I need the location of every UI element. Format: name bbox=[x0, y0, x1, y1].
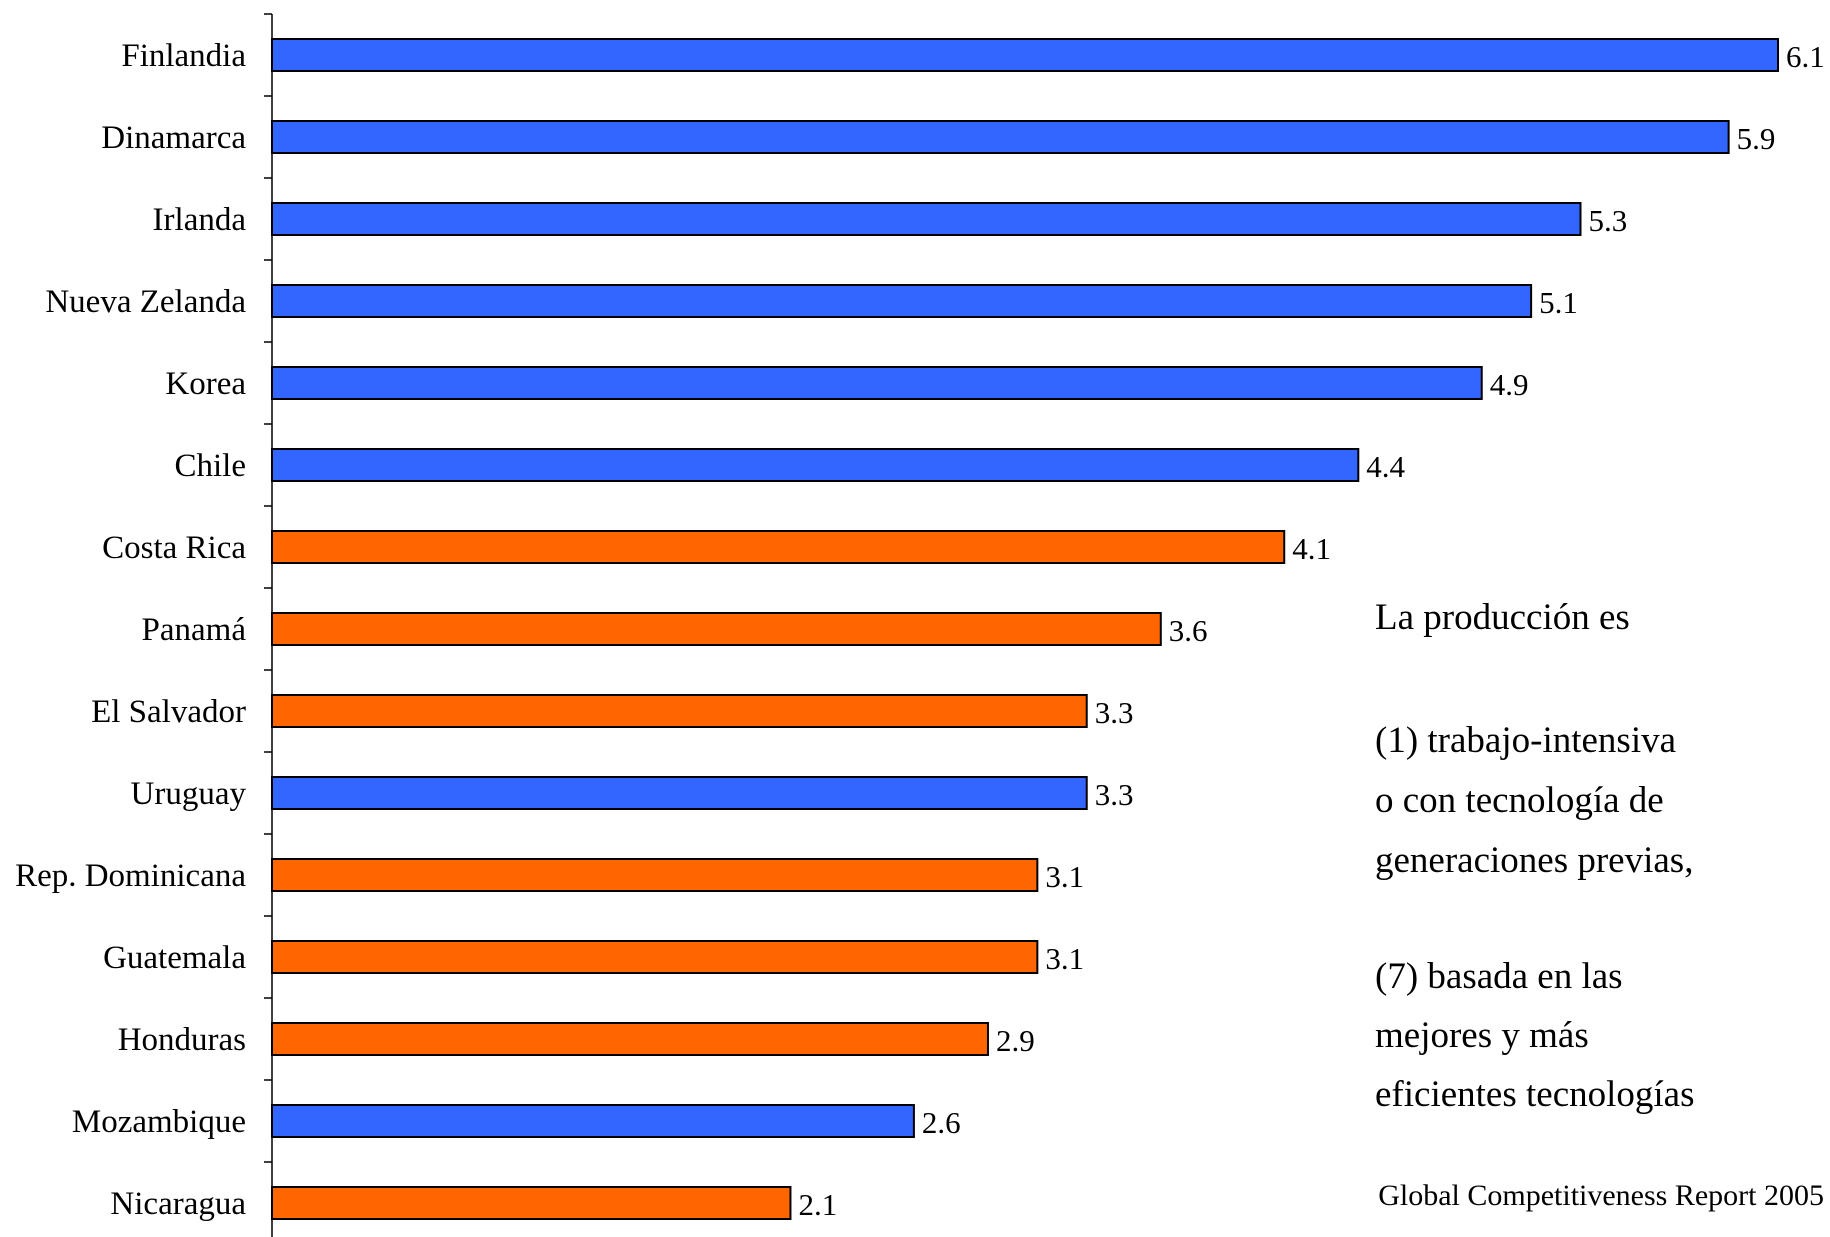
category-label: Dinamarca bbox=[101, 120, 246, 156]
category-label: Mozambique bbox=[72, 1104, 246, 1140]
bar-nueva-zelanda bbox=[271, 284, 1533, 318]
category-label: Korea bbox=[165, 366, 246, 402]
category-label: El Salvador bbox=[91, 694, 246, 730]
bar-dinamarca bbox=[271, 120, 1730, 154]
category-label: Nicaragua bbox=[110, 1186, 246, 1222]
value-label: 5.1 bbox=[1539, 285, 1578, 320]
bar-korea bbox=[271, 366, 1483, 400]
annotation-line-9: eficientes tecnologías bbox=[1375, 1074, 1695, 1115]
value-label: 5.3 bbox=[1588, 203, 1627, 238]
category-label: Panamá bbox=[142, 612, 247, 648]
bar-costa-rica bbox=[271, 530, 1286, 564]
y-axis-ticks bbox=[264, 13, 272, 1163]
value-label: 3.6 bbox=[1169, 613, 1208, 648]
bar-mozambique bbox=[271, 1104, 915, 1138]
category-labels: Finlandia Dinamarca Irlanda Nueva Zelanda Ko… bbox=[15, 38, 246, 1222]
value-labels: 6.1 5.9 5.3 5.1 4.9 4.4 4.1 3.6 3.3 3.3 3.1 3.1 2.9 2… bbox=[798, 39, 1824, 1222]
bar-rep-dominicana bbox=[271, 858, 1039, 892]
bar-irlanda bbox=[271, 202, 1582, 236]
value-label: 3.1 bbox=[1045, 859, 1084, 894]
category-label: Rep. Dominicana bbox=[15, 858, 246, 894]
annotation-line-8: mejores y más bbox=[1375, 1015, 1589, 1056]
source-note: Global Competitiveness Report 2005 bbox=[1378, 1179, 1824, 1212]
bar-guatemala bbox=[271, 940, 1039, 974]
category-label: Irlanda bbox=[153, 202, 247, 238]
value-label: 3.1 bbox=[1045, 941, 1084, 976]
category-label: Finlandia bbox=[121, 38, 246, 74]
value-label: 6.1 bbox=[1786, 39, 1825, 74]
annotation-line-3: (1) trabajo-intensiva bbox=[1375, 720, 1676, 761]
value-label: 2.9 bbox=[996, 1023, 1035, 1058]
value-label: 2.1 bbox=[798, 1187, 837, 1222]
category-label: Guatemala bbox=[103, 940, 246, 976]
value-label: 4.9 bbox=[1490, 367, 1529, 402]
bar-panam- bbox=[271, 612, 1162, 646]
bar-el-salvador bbox=[271, 694, 1088, 728]
value-label: 4.4 bbox=[1366, 449, 1405, 484]
value-label: 3.3 bbox=[1095, 695, 1134, 730]
annotation-line-7: (7) basada en las bbox=[1375, 956, 1623, 997]
annotation-line-1: La producción es bbox=[1375, 597, 1630, 638]
value-label: 2.6 bbox=[922, 1105, 961, 1140]
value-label: 5.9 bbox=[1737, 121, 1776, 156]
bar-chile bbox=[271, 448, 1360, 482]
bar-nicaragua bbox=[271, 1186, 792, 1220]
bar-uruguay bbox=[271, 776, 1088, 810]
annotation-text: La producción es (1) trabajo-intensiva o… bbox=[1375, 597, 1695, 1115]
value-label: 3.3 bbox=[1095, 777, 1134, 812]
category-label: Chile bbox=[175, 448, 247, 484]
annotation-line-5: generaciones previas, bbox=[1375, 840, 1693, 881]
category-label: Costa Rica bbox=[102, 530, 246, 566]
annotation-line-4: o con tecnología de bbox=[1375, 780, 1664, 821]
category-label: Honduras bbox=[118, 1022, 246, 1058]
bar-honduras bbox=[271, 1022, 989, 1056]
bar-finlandia bbox=[271, 38, 1779, 72]
value-label: 4.1 bbox=[1292, 531, 1331, 566]
category-label: Nueva Zelanda bbox=[45, 284, 246, 320]
bars-group bbox=[271, 38, 1779, 1220]
category-label: Uruguay bbox=[131, 776, 247, 812]
